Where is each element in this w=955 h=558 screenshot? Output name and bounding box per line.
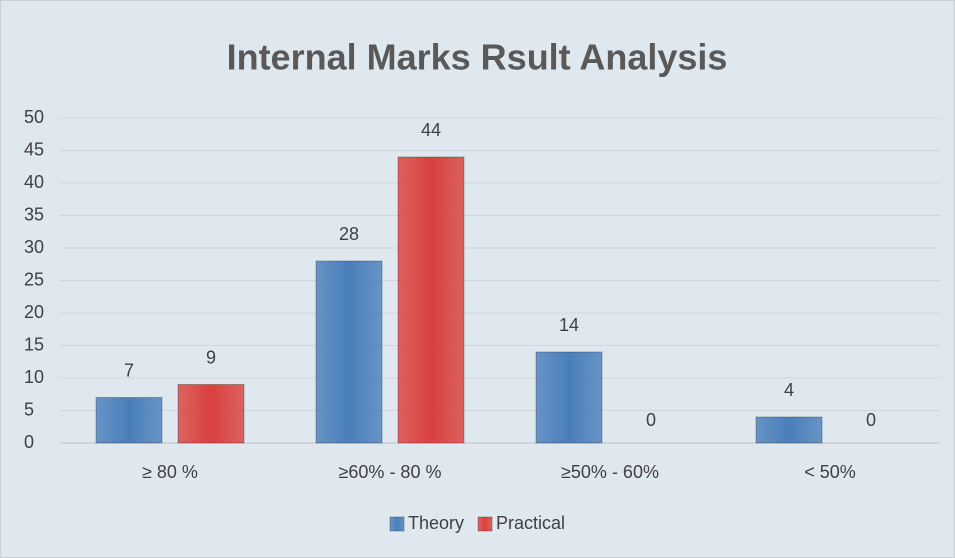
legend-swatch [477,516,493,532]
x-tick-label: ≥ 80 % [142,462,198,482]
data-label: 0 [866,410,876,430]
y-tick-label: 40 [24,172,44,192]
data-label: 0 [646,410,656,430]
legend-swatch [389,516,405,532]
y-tick-label: 50 [24,107,44,127]
y-tick-label: 20 [24,302,44,322]
x-tick-label: ≥50% - 60% [561,462,659,482]
bar [397,156,465,444]
y-tick-label: 0 [24,432,34,452]
y-tick-label: 45 [24,139,44,159]
y-tick-label: 10 [24,367,44,387]
y-tick-label: 15 [24,334,44,354]
data-label: 9 [206,347,216,367]
x-tick-label: ≥60% - 80 % [339,462,442,482]
bar [95,397,163,444]
bar [755,416,823,444]
y-tick-label: 5 [24,399,34,419]
data-label: 4 [784,380,794,400]
data-label: 44 [421,120,441,140]
bar [535,351,603,444]
data-label: 28 [339,224,359,244]
legend-label: Practical [496,513,565,533]
legend-label: Theory [408,513,464,533]
y-tick-label: 25 [24,269,44,289]
data-label: 14 [559,315,579,335]
chart-title: Internal Marks Rsult Analysis [227,37,728,78]
data-label: 7 [124,360,134,380]
y-tick-label: 35 [24,204,44,224]
bar [315,260,383,444]
x-tick-label: < 50% [804,462,856,482]
bar [177,384,245,444]
y-tick-label: 30 [24,237,44,257]
